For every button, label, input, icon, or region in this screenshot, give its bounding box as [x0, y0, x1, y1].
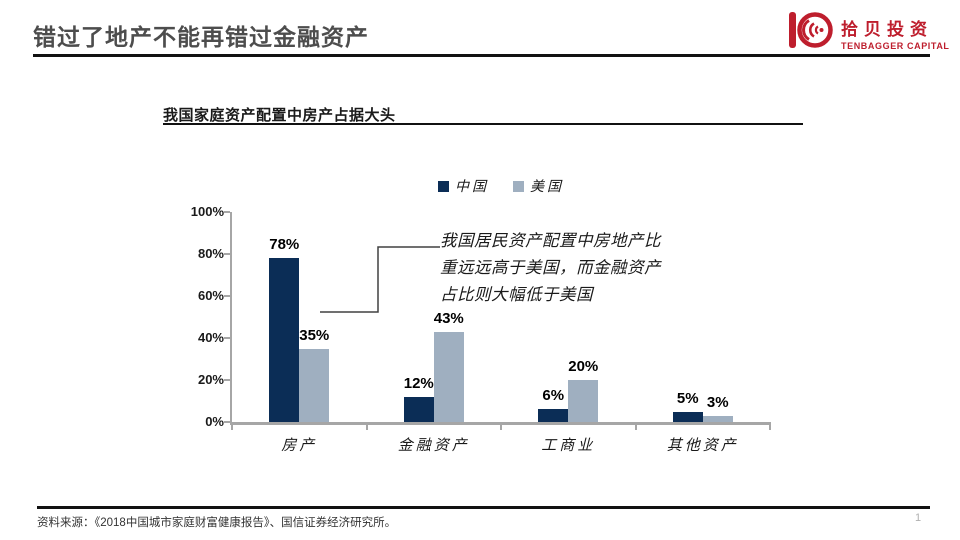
bar-value-label: 20% — [568, 358, 599, 375]
header-rule — [33, 54, 930, 57]
y-axis-tick — [224, 379, 230, 381]
category-label: 金融资产 — [397, 436, 470, 454]
bar-value-label: 78% — [269, 236, 300, 254]
bar-value-label: 6% — [542, 387, 565, 405]
x-axis-tick — [500, 425, 502, 430]
tenbagger-logo: 拾贝投资 TENBAGGER CAPITAL — [788, 8, 950, 57]
x-axis-line — [230, 422, 771, 425]
annotation-text: 我国居民资产配置中房地产比 重远远高于美国，而金融资产 占比则大幅低于美国 — [440, 227, 690, 308]
y-tick-label: 40% — [197, 330, 224, 345]
category-label: 其他资产 — [666, 436, 739, 454]
logo-name-en: TENBAGGER CAPITAL — [841, 40, 950, 51]
tenbagger-logo-icon — [788, 8, 834, 57]
x-axis-tick — [231, 425, 233, 430]
chart-title-underline — [163, 123, 803, 125]
y-axis-tick — [224, 211, 230, 213]
y-tick-label: 80% — [197, 246, 224, 261]
y-axis-tick — [224, 337, 230, 339]
legend-swatch — [438, 180, 449, 192]
bar-value-label: 35% — [299, 326, 330, 344]
y-tick-label: 20% — [197, 372, 224, 387]
slide-title: 错过了地产不能再错过金融资产 — [33, 24, 369, 50]
bar-value-label: 5% — [676, 389, 699, 407]
annotation-line: 我国居民资产配置中房地产比 — [440, 231, 661, 250]
bar-中国-房产 — [269, 258, 300, 422]
legend-item-美国: 美国 — [513, 176, 564, 196]
bar-美国-工商业 — [568, 380, 599, 422]
y-tick-label: 60% — [197, 288, 224, 303]
y-axis-tick — [224, 253, 230, 255]
bar-中国-金融资产 — [403, 396, 434, 422]
y-tick-label: 100% — [190, 204, 224, 219]
annotation-line: 重远远高于美国，而金融资产 — [440, 258, 661, 277]
chart-title: 我国家庭资产配置中房产占据大头 — [163, 107, 396, 124]
legend-label: 美国 — [530, 179, 564, 195]
legend-label: 中国 — [455, 179, 489, 195]
x-axis-tick — [365, 425, 368, 430]
y-tick-label: 0% — [205, 414, 224, 429]
footer-rule — [37, 506, 930, 509]
category-label: 工商业 — [541, 436, 596, 454]
plot-area: 0% 20% 40% 60% 80% 100% 房产 78% 35% 金融资产 12% 43% 工商业 6… — [191, 204, 771, 454]
bar-value-label: 12% — [403, 374, 434, 392]
legend-item-中国: 中国 — [438, 176, 489, 196]
category-label: 房产 — [281, 436, 318, 454]
y-axis-line — [230, 212, 232, 424]
source-note: 资料来源：《2018中国城市家庭财富健康报告》、国信证券经济研究所。 — [37, 517, 397, 529]
callout-line — [320, 246, 440, 313]
bar-中国-其他资产 — [672, 411, 703, 422]
bar-value-label: 43% — [433, 309, 464, 327]
y-axis-tick — [224, 421, 230, 423]
bar-中国-工商业 — [538, 409, 569, 422]
bar-value-label: 3% — [706, 393, 729, 411]
bar-美国-金融资产 — [433, 331, 464, 422]
bar-美国-房产 — [299, 348, 330, 422]
x-axis-tick — [634, 425, 637, 430]
bar-美国-其他资产 — [702, 415, 733, 422]
y-axis-tick — [224, 295, 230, 297]
page-number: 1 — [915, 512, 922, 524]
legend-swatch — [513, 180, 524, 192]
annotation-line: 占比则大幅低于美国 — [440, 285, 593, 304]
legend: 中国 美国 — [232, 176, 770, 196]
x-axis-tick — [769, 425, 771, 430]
logo-name-cn: 拾贝投资 — [841, 19, 933, 40]
